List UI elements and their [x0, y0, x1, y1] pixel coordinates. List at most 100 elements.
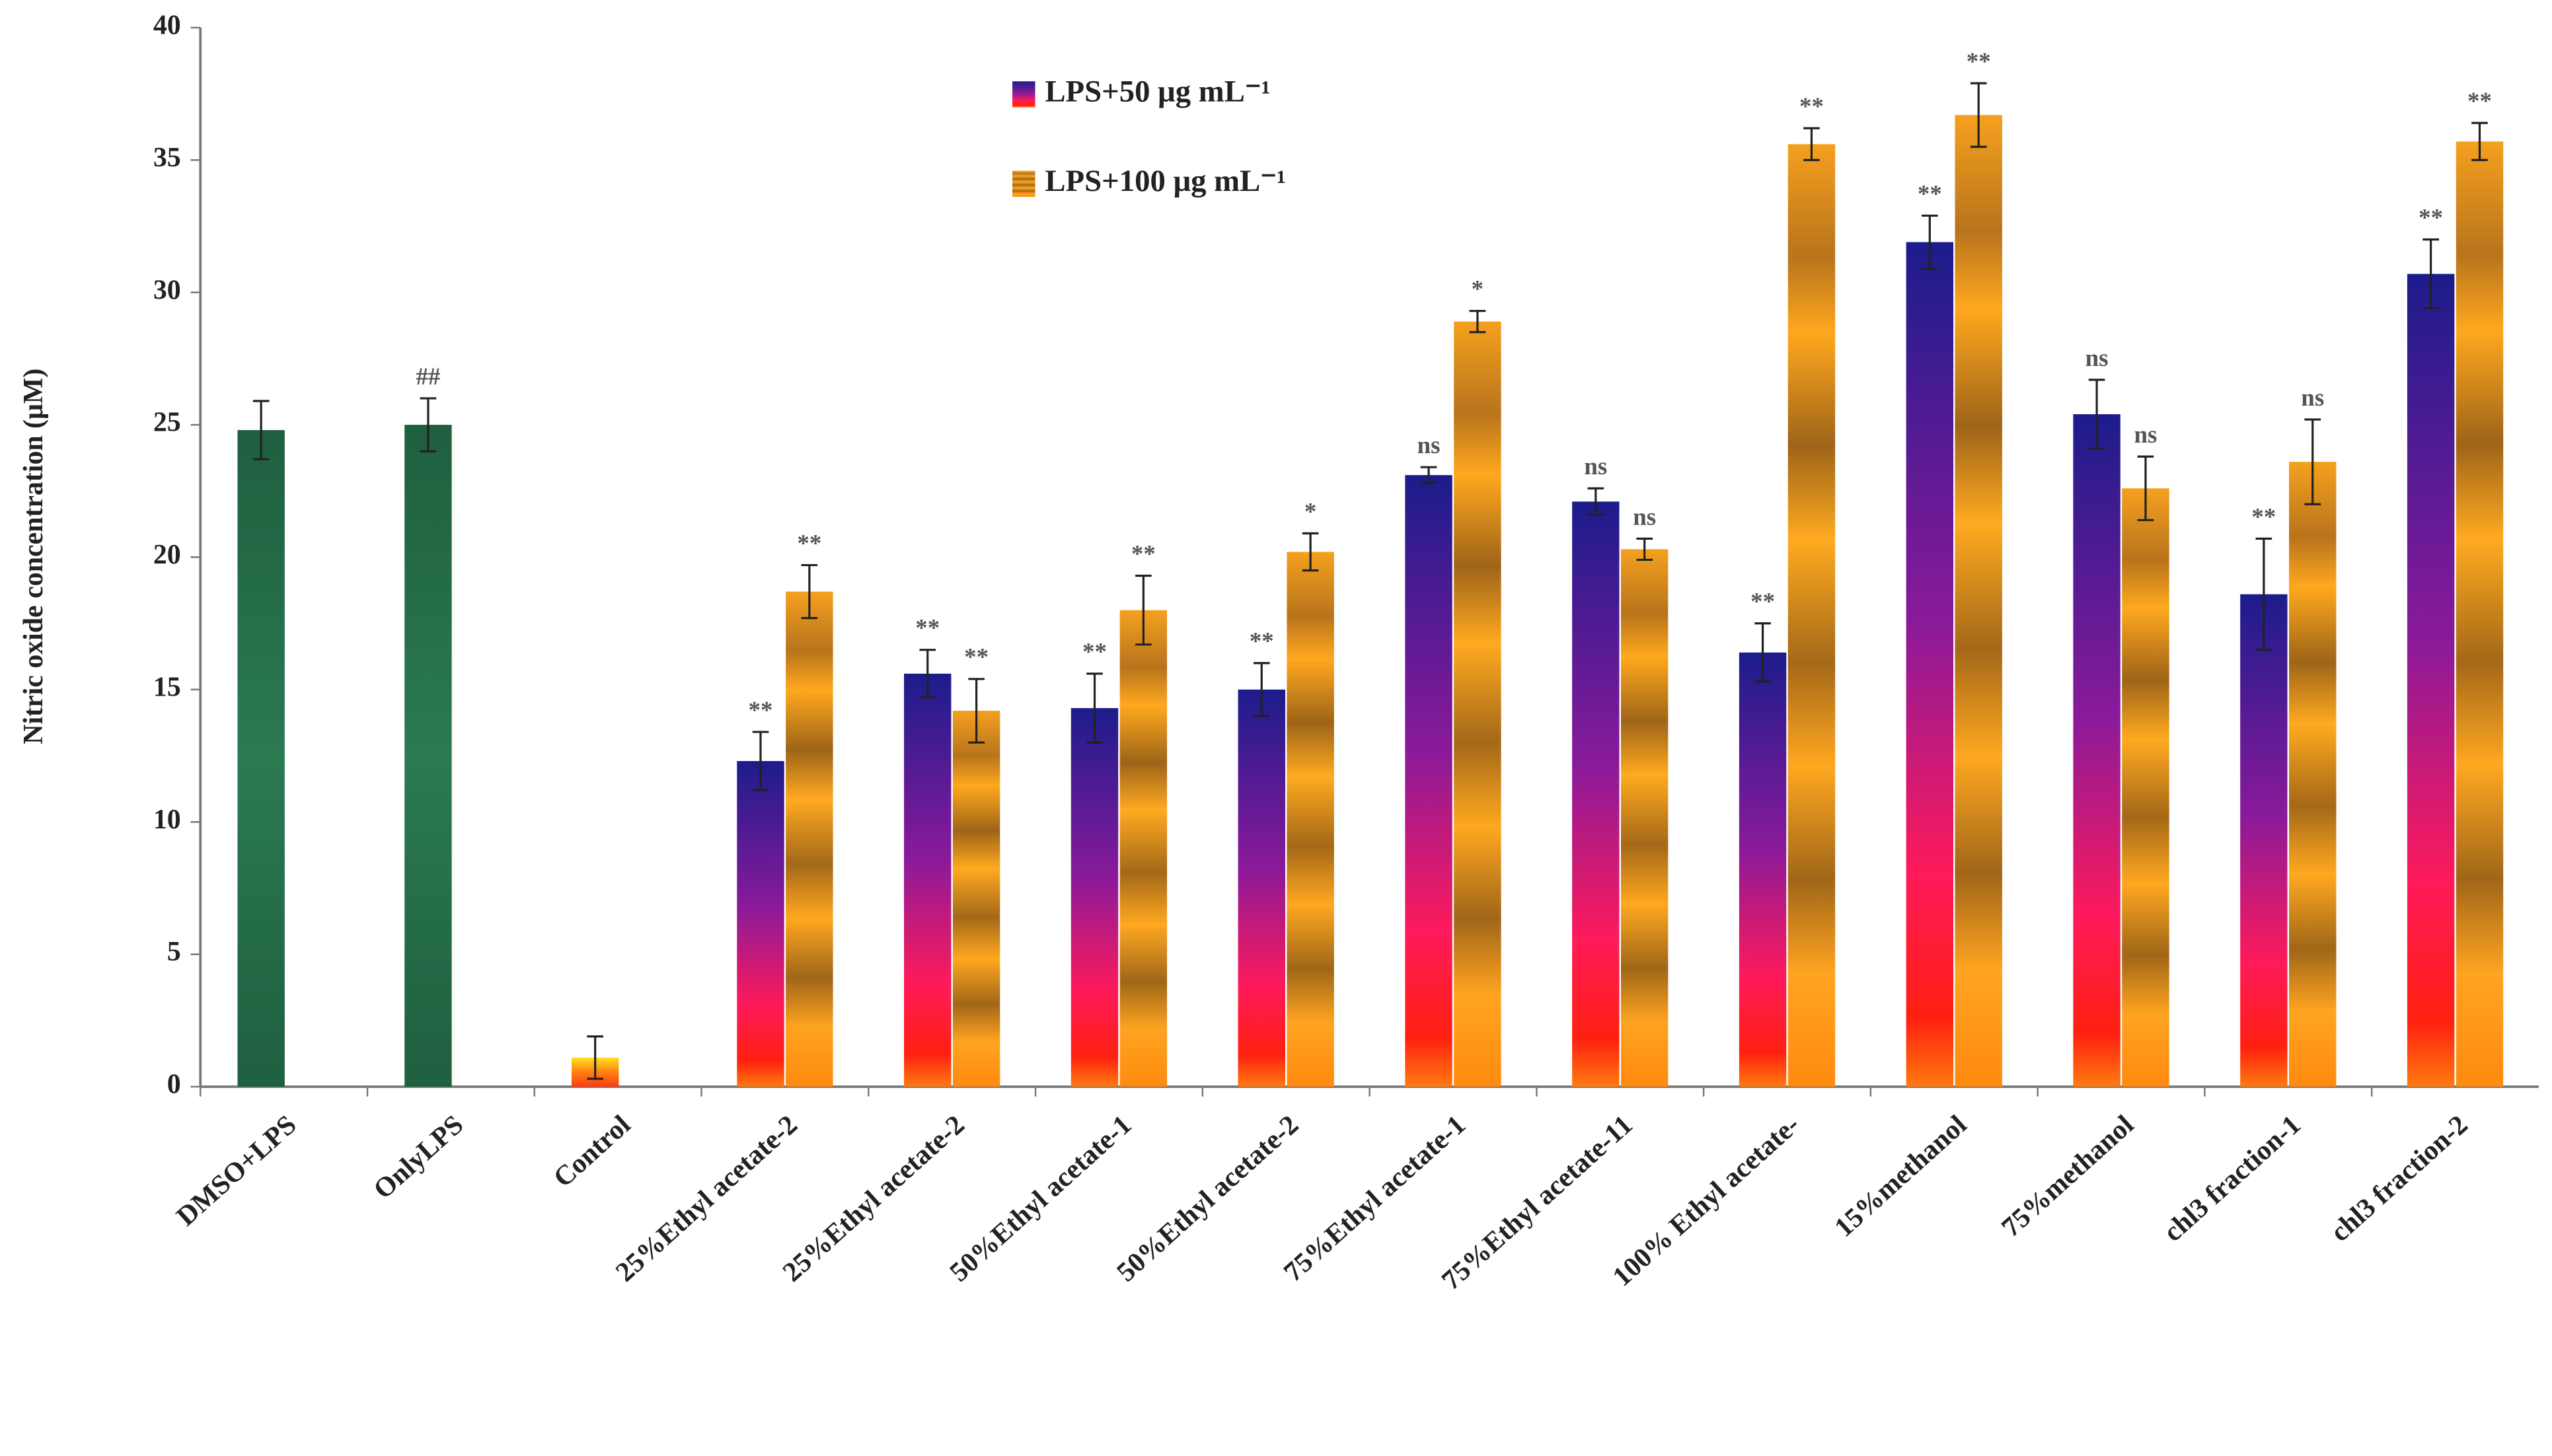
error-bar	[1420, 466, 1437, 484]
significance-label: **	[964, 643, 989, 671]
error-bar	[2255, 537, 2272, 651]
legend-swatch	[1012, 170, 1035, 197]
x-tick-label: 50%Ethyl acetate-2	[1111, 1110, 1305, 1288]
significance-label: **	[1799, 92, 1824, 120]
y-tick-label: 0	[167, 1070, 181, 1100]
bar	[904, 673, 952, 1087]
bar	[1906, 242, 1954, 1087]
error-bar	[2422, 238, 2439, 310]
error-bar	[1922, 214, 1938, 270]
significance-label: **	[1082, 638, 1107, 665]
significance-label: ns	[2301, 384, 2324, 411]
error-bar	[2304, 418, 2321, 505]
bar	[2240, 594, 2288, 1087]
x-tick-label: DMSO+LPS	[171, 1110, 303, 1233]
bar	[2122, 488, 2169, 1087]
error-bar	[1970, 82, 1987, 148]
significance-label: **	[2419, 203, 2443, 231]
bar	[1955, 115, 2002, 1087]
error-bar	[1587, 487, 1604, 516]
bar	[1287, 552, 1334, 1087]
legend-label: LPS+50 μg mL⁻¹	[1045, 75, 1270, 109]
bar	[404, 425, 452, 1087]
significance-label: **	[1750, 588, 1775, 615]
x-tick-label: 25%Ethyl acetate-2	[610, 1110, 804, 1288]
bar	[786, 591, 833, 1087]
y-axis-label: Nitric oxide concentration (μM)	[19, 369, 49, 745]
y-tick-label: 30	[153, 275, 181, 305]
significance-label: **	[1250, 628, 1274, 655]
bar	[1405, 475, 1452, 1087]
error-bar	[587, 1035, 603, 1080]
error-bar	[2137, 455, 2154, 521]
significance-label: **	[915, 614, 940, 641]
bar	[1454, 321, 1501, 1087]
x-tick-label: 50%Ethyl acetate-1	[944, 1110, 1138, 1288]
x-tick-label: 25%Ethyl acetate-2	[777, 1110, 971, 1288]
bar	[1119, 610, 1168, 1087]
significance-label: **	[1131, 540, 1156, 567]
error-bar	[1803, 127, 1820, 161]
error-bar	[1302, 532, 1319, 572]
x-tick-label: chl3 fraction-2	[2325, 1110, 2473, 1248]
y-tick-label: 25	[153, 408, 181, 438]
error-bar	[1636, 537, 1653, 562]
significance-label: ns	[2134, 421, 2158, 448]
x-tick-label: 100% Ethyl acetate-	[1607, 1110, 1805, 1293]
significance-label: ns	[2085, 344, 2109, 371]
legend-swatch	[1012, 81, 1035, 108]
y-tick-label: 40	[153, 10, 181, 40]
bar	[1739, 652, 1787, 1087]
error-bar	[420, 397, 437, 453]
bar	[2456, 141, 2504, 1087]
legend-label: LPS+100 μg mL⁻¹	[1045, 164, 1286, 198]
error-bar	[252, 400, 270, 460]
error-bar	[1469, 310, 1486, 334]
error-bar	[1253, 662, 1270, 717]
significance-label: ns	[1584, 453, 1607, 480]
bar	[737, 761, 784, 1087]
significance-label: *	[1472, 275, 1483, 303]
bar	[2407, 273, 2455, 1087]
significance-label: **	[749, 696, 773, 723]
bar	[1070, 708, 1119, 1087]
error-bar	[1135, 574, 1152, 646]
significance-label: ns	[1417, 431, 1441, 458]
bar	[2073, 414, 2120, 1087]
error-bar	[1754, 622, 1771, 683]
bar	[1620, 549, 1669, 1087]
error-bar	[752, 731, 769, 791]
y-tick-label: 15	[153, 672, 181, 702]
error-bar	[1086, 673, 1103, 744]
x-tick-label: OnlyLPS	[368, 1110, 470, 1206]
y-tick-label: 35	[153, 143, 181, 173]
x-tick-label: 75%Ethyl acetate-1	[1278, 1110, 1472, 1288]
error-bar	[801, 564, 818, 620]
bar	[1787, 144, 1836, 1087]
y-tick-label: 20	[153, 540, 181, 570]
significance-label: **	[2251, 503, 2276, 530]
error-bar	[2471, 122, 2488, 161]
x-tick-label: 75%methanol	[1996, 1110, 2140, 1243]
bar	[1238, 689, 1285, 1087]
y-tick-label: 5	[167, 937, 181, 967]
error-bar	[919, 649, 936, 699]
significance-label: **	[797, 529, 821, 556]
bar	[952, 710, 1000, 1087]
significance-label: **	[1967, 48, 1991, 75]
x-tick-label: 15%methanol	[1829, 1110, 1972, 1243]
significance-label: **	[2467, 87, 2492, 114]
error-bar	[968, 678, 985, 744]
significance-label: *	[1304, 497, 1316, 525]
significance-label: **	[1918, 180, 1942, 207]
y-tick-label: 10	[153, 805, 181, 835]
x-tick-label: Control	[548, 1110, 636, 1194]
x-tick-label: chl3 fraction-1	[2158, 1110, 2307, 1248]
bar	[1572, 501, 1620, 1087]
error-bar	[2088, 379, 2105, 450]
significance-label: ns	[1633, 503, 1656, 530]
significance-label: ##	[416, 363, 440, 390]
bar	[237, 430, 285, 1087]
bar	[2289, 462, 2337, 1087]
